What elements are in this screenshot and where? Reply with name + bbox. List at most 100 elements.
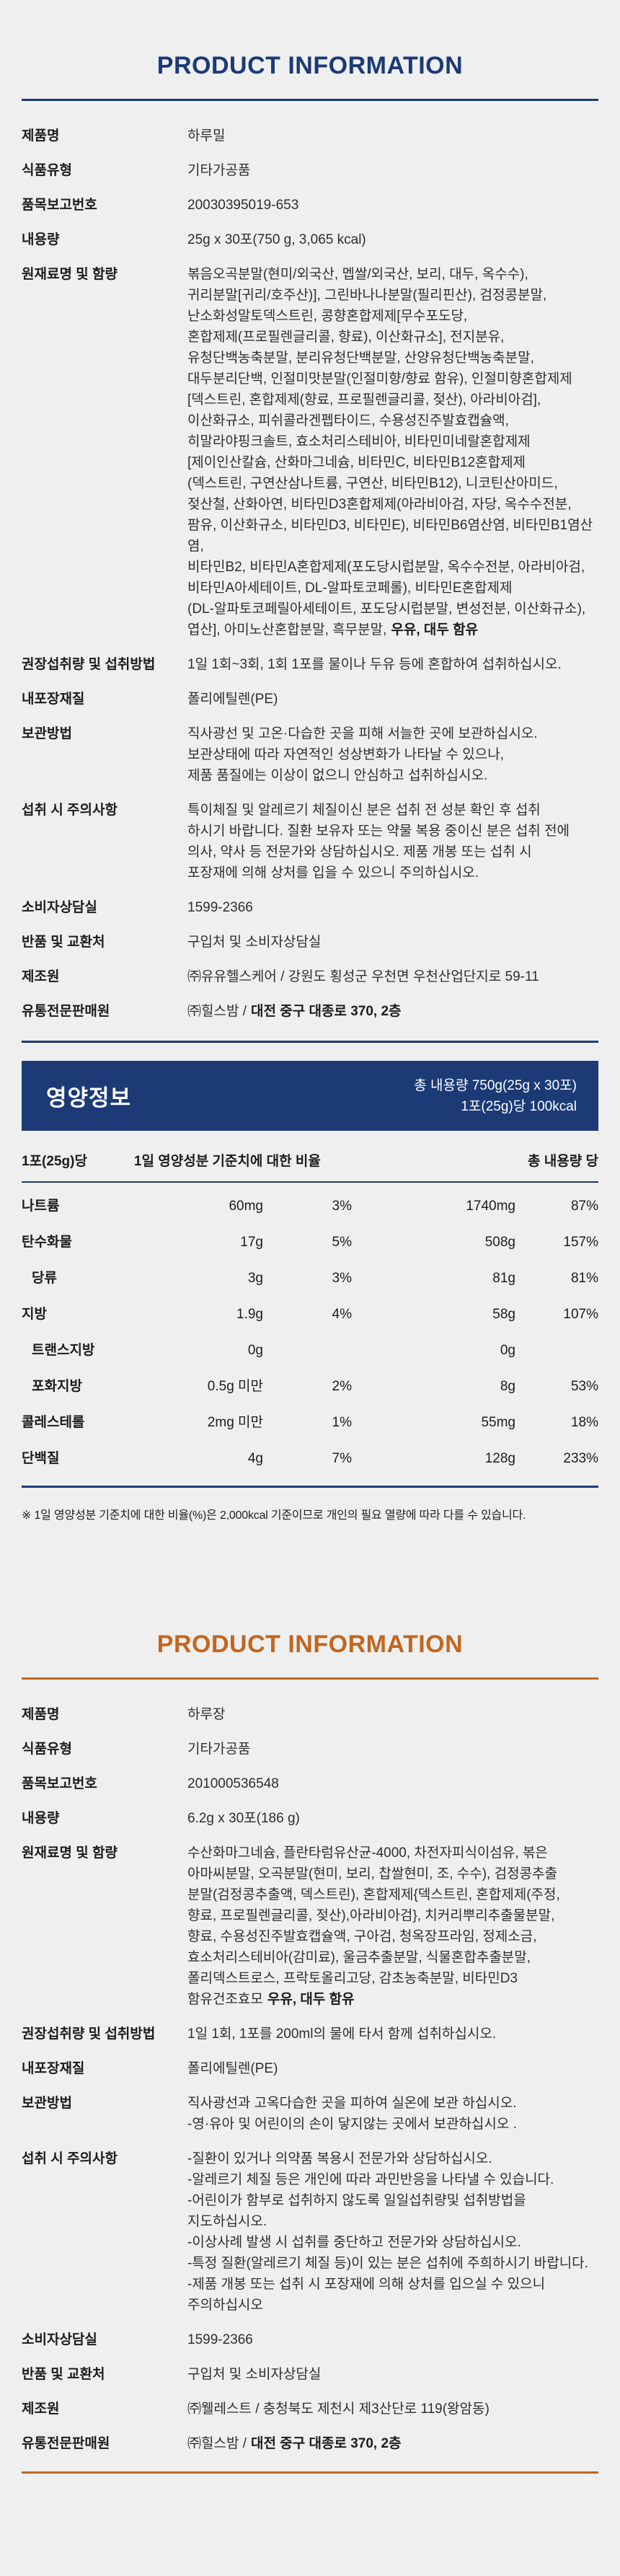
amount-per-serving: 3g	[247, 1271, 263, 1286]
row-value-text: 하루밀	[187, 128, 226, 144]
amount-total: 58g	[492, 1307, 515, 1322]
row-value: 하루밀	[187, 125, 598, 146]
info-row: 내용량 6.2g x 30포(186 g)	[22, 1808, 598, 1829]
row-value: 201000536548	[187, 1773, 598, 1794]
nutrition-row: 나트륨 60mg 3% 1740mg 87%	[22, 1188, 598, 1225]
nutrition-row: 탄수화물 17g 5% 508g 157%	[22, 1225, 598, 1261]
nutrition-bottom-rule	[22, 1486, 598, 1488]
row-label: 품목보고번호	[22, 1776, 97, 1791]
info-row: 식품유형 기타가공품	[22, 160, 598, 181]
percent-total: 157%	[563, 1235, 598, 1250]
nutrition-total-amount: 총 내용량 750g(25g x 30포) 1포(25g)당 100kcal	[414, 1075, 577, 1117]
nutrient-name: 당류	[32, 1271, 57, 1286]
row-value-bold: 대전 중구 대종로 370, 2층	[251, 2436, 402, 2451]
row-value-text: 1599-2366	[187, 900, 253, 915]
row-value-text: 볶음오곡분말(현미/외국산, 멥쌀/외국산, 보리, 대두, 옥수수), 귀리분…	[187, 267, 593, 638]
nutrient-name: 탄수화물	[22, 1235, 72, 1250]
info-row: 보관방법 직사광선 및 고온·다습한 곳을 피해 서늘한 곳에 보관하십시오. 보…	[22, 723, 598, 786]
info-row: 반품 및 교환처 구입처 및 소비자상담실	[22, 2364, 598, 2385]
row-label: 원재료명 및 함량	[22, 1845, 118, 1861]
amount-per-serving: 1.9g	[236, 1307, 263, 1322]
nutrition-section: 영양정보 총 내용량 750g(25g x 30포) 1포(25g)당 100k…	[22, 1041, 598, 1522]
info-row: 유통전문판매원 ㈜힐스밤 / 대전 중구 대종로 370, 2층	[22, 1001, 598, 1022]
percent-per-serving: 4%	[332, 1307, 352, 1322]
nutrition-total-line2: 1포(25g)당 100kcal	[461, 1098, 577, 1114]
row-value: 기타가공품	[187, 160, 598, 181]
row-label: 권장섭취량 및 섭취방법	[22, 2026, 156, 2042]
col-header-per-total: 총 내용량 당	[528, 1154, 598, 1169]
section-2-end-divider	[22, 2471, 598, 2474]
row-value-bold: 대전 중구 대종로 370, 2층	[251, 1004, 402, 1019]
info-row: 내포장재질 폴리에틸렌(PE)	[22, 689, 598, 710]
amount-total: 128g	[484, 1451, 515, 1466]
nutrition-row: 트랜스지방 0g 0g	[22, 1333, 598, 1369]
info-row: 내포장재질 폴리에틸렌(PE)	[22, 2058, 598, 2079]
percent-per-serving: 3%	[332, 1271, 352, 1286]
info-row: 유통전문판매원 ㈜힐스밤 / 대전 중구 대종로 370, 2층	[22, 2433, 598, 2454]
row-label: 보관방법	[22, 726, 72, 741]
amount-total: 55mg	[481, 1415, 515, 1430]
row-label: 내용량	[22, 1811, 60, 1826]
amount-per-serving: 0.5g 미만	[207, 1379, 263, 1394]
row-value: 수산화마그네슘, 플란타럼유산균-4000, 차전자피식이섬유, 볶은 아마씨분…	[187, 1843, 598, 2010]
percent-per-serving: 7%	[332, 1451, 352, 1466]
row-value: 25g x 30포(750 g, 3,065 kcal)	[187, 229, 598, 250]
info-row: 제품명 하루밀	[22, 125, 598, 146]
nutrient-name: 콜레스테롤	[22, 1415, 85, 1430]
row-value-text: 20030395019-653	[187, 198, 299, 213]
col-header-per-serving: 1포(25g)당	[22, 1154, 87, 1169]
info-row: 권장섭취량 및 섭취방법 1일 1회, 1포를 200ml의 물에 타서 함께 섭…	[22, 2024, 598, 2045]
info-row: 원재료명 및 함량 수산화마그네슘, 플란타럼유산균-4000, 차전자피식이섬유…	[22, 1843, 598, 2010]
percent-per-serving: 3%	[332, 1199, 352, 1214]
nutrient-name: 트랜스지방	[32, 1343, 95, 1358]
row-value-text: 직사광선 및 고온·다습한 곳을 피해 서늘한 곳에 보관하십시오. 보관상태에…	[187, 726, 538, 783]
row-value-bold: 우유, 대두 함유	[267, 1992, 355, 2007]
section-1: PRODUCT INFORMATION 제품명 하루밀 식품유형 기타가공품 품목보고번…	[22, 0, 598, 1022]
row-value: 하루장	[187, 1704, 598, 1725]
nutrition-row: 포화지방 0.5g 미만 2% 8g 53%	[22, 1369, 598, 1405]
nutrition-rows: 나트륨 60mg 3% 1740mg 87% 탄수화물 17g 5% 508g 157% 당류 3g 3…	[22, 1188, 598, 1477]
row-label: 유통전문판매원	[22, 2436, 110, 2451]
nutrition-row: 당류 3g 3% 81g 81%	[22, 1261, 598, 1297]
amount-total: 508g	[484, 1235, 515, 1250]
nutrition-top-divider	[22, 1041, 598, 1043]
percent-total: 87%	[570, 1199, 598, 1214]
row-value: 6.2g x 30포(186 g)	[187, 1808, 598, 1829]
nutrition-header: 영양정보 총 내용량 750g(25g x 30포) 1포(25g)당 100k…	[22, 1061, 598, 1131]
info-row: 제조원 ㈜웰레스트 / 충청북도 제천시 제3산단로 119(왕암동)	[22, 2399, 598, 2420]
section-1-info-table: 제품명 하루밀 식품유형 기타가공품 품목보고번호 20030395019-653 내용량 2…	[22, 101, 598, 1022]
row-value-text: 구입처 및 소비자상담실	[187, 935, 322, 950]
row-label: 유통전문판매원	[22, 1004, 110, 1019]
row-value-text: 1599-2366	[187, 2332, 253, 2347]
row-value: 1599-2366	[187, 2329, 598, 2350]
info-row: 반품 및 교환처 구입처 및 소비자상담실	[22, 932, 598, 953]
row-value: ㈜유유헬스케어 / 강원도 횡성군 우천면 우천산업단지로 59-11	[187, 966, 598, 987]
section-1-divider	[22, 99, 598, 101]
info-row: 섭취 시 주의사항 특이체질 및 알레르기 체질이신 분은 섭취 전 성분 확인 …	[22, 800, 598, 883]
row-label: 품목보고번호	[22, 198, 97, 213]
amount-per-serving: 4g	[247, 1451, 263, 1466]
row-value: 구입처 및 소비자상담실	[187, 932, 598, 953]
percent-per-serving: 1%	[332, 1415, 352, 1430]
row-value-text: 25g x 30포(750 g, 3,065 kcal)	[187, 232, 366, 247]
row-label: 제조원	[22, 2401, 60, 2417]
row-label: 반품 및 교환처	[22, 935, 105, 950]
row-value-text: 1일 1회, 1포를 200ml의 물에 타서 함께 섭취하십시오.	[187, 2026, 497, 2042]
percent-per-serving: 5%	[332, 1235, 352, 1250]
section-2-title: PRODUCT INFORMATION	[156, 1631, 464, 1658]
nutrient-name: 단백질	[22, 1451, 60, 1466]
info-row: 소비자상담실 1599-2366	[22, 897, 598, 918]
info-row: 식품유형 기타가공품	[22, 1739, 598, 1760]
row-value: 1일 1회~3회, 1회 1포를 물이나 두유 등에 혼합하여 섭취하십시오.	[187, 654, 598, 675]
row-value: -질환이 있거나 의약품 복용시 전문가와 상담하십시오. -알레르기 체질 등…	[187, 2148, 598, 2316]
row-label: 권장섭취량 및 섭취방법	[22, 657, 156, 672]
row-label: 제품명	[22, 1707, 60, 1722]
percent-total: 18%	[570, 1415, 598, 1430]
row-value-text: 수산화마그네슘, 플란타럼유산균-4000, 차전자피식이섬유, 볶은 아마씨분…	[187, 1845, 560, 2007]
percent-total	[515, 1340, 598, 1362]
row-value-text: 구입처 및 소비자상담실	[187, 2367, 322, 2382]
nutrition-title: 영양정보	[46, 1085, 132, 1111]
row-label: 섭취 시 주의사항	[22, 803, 118, 818]
